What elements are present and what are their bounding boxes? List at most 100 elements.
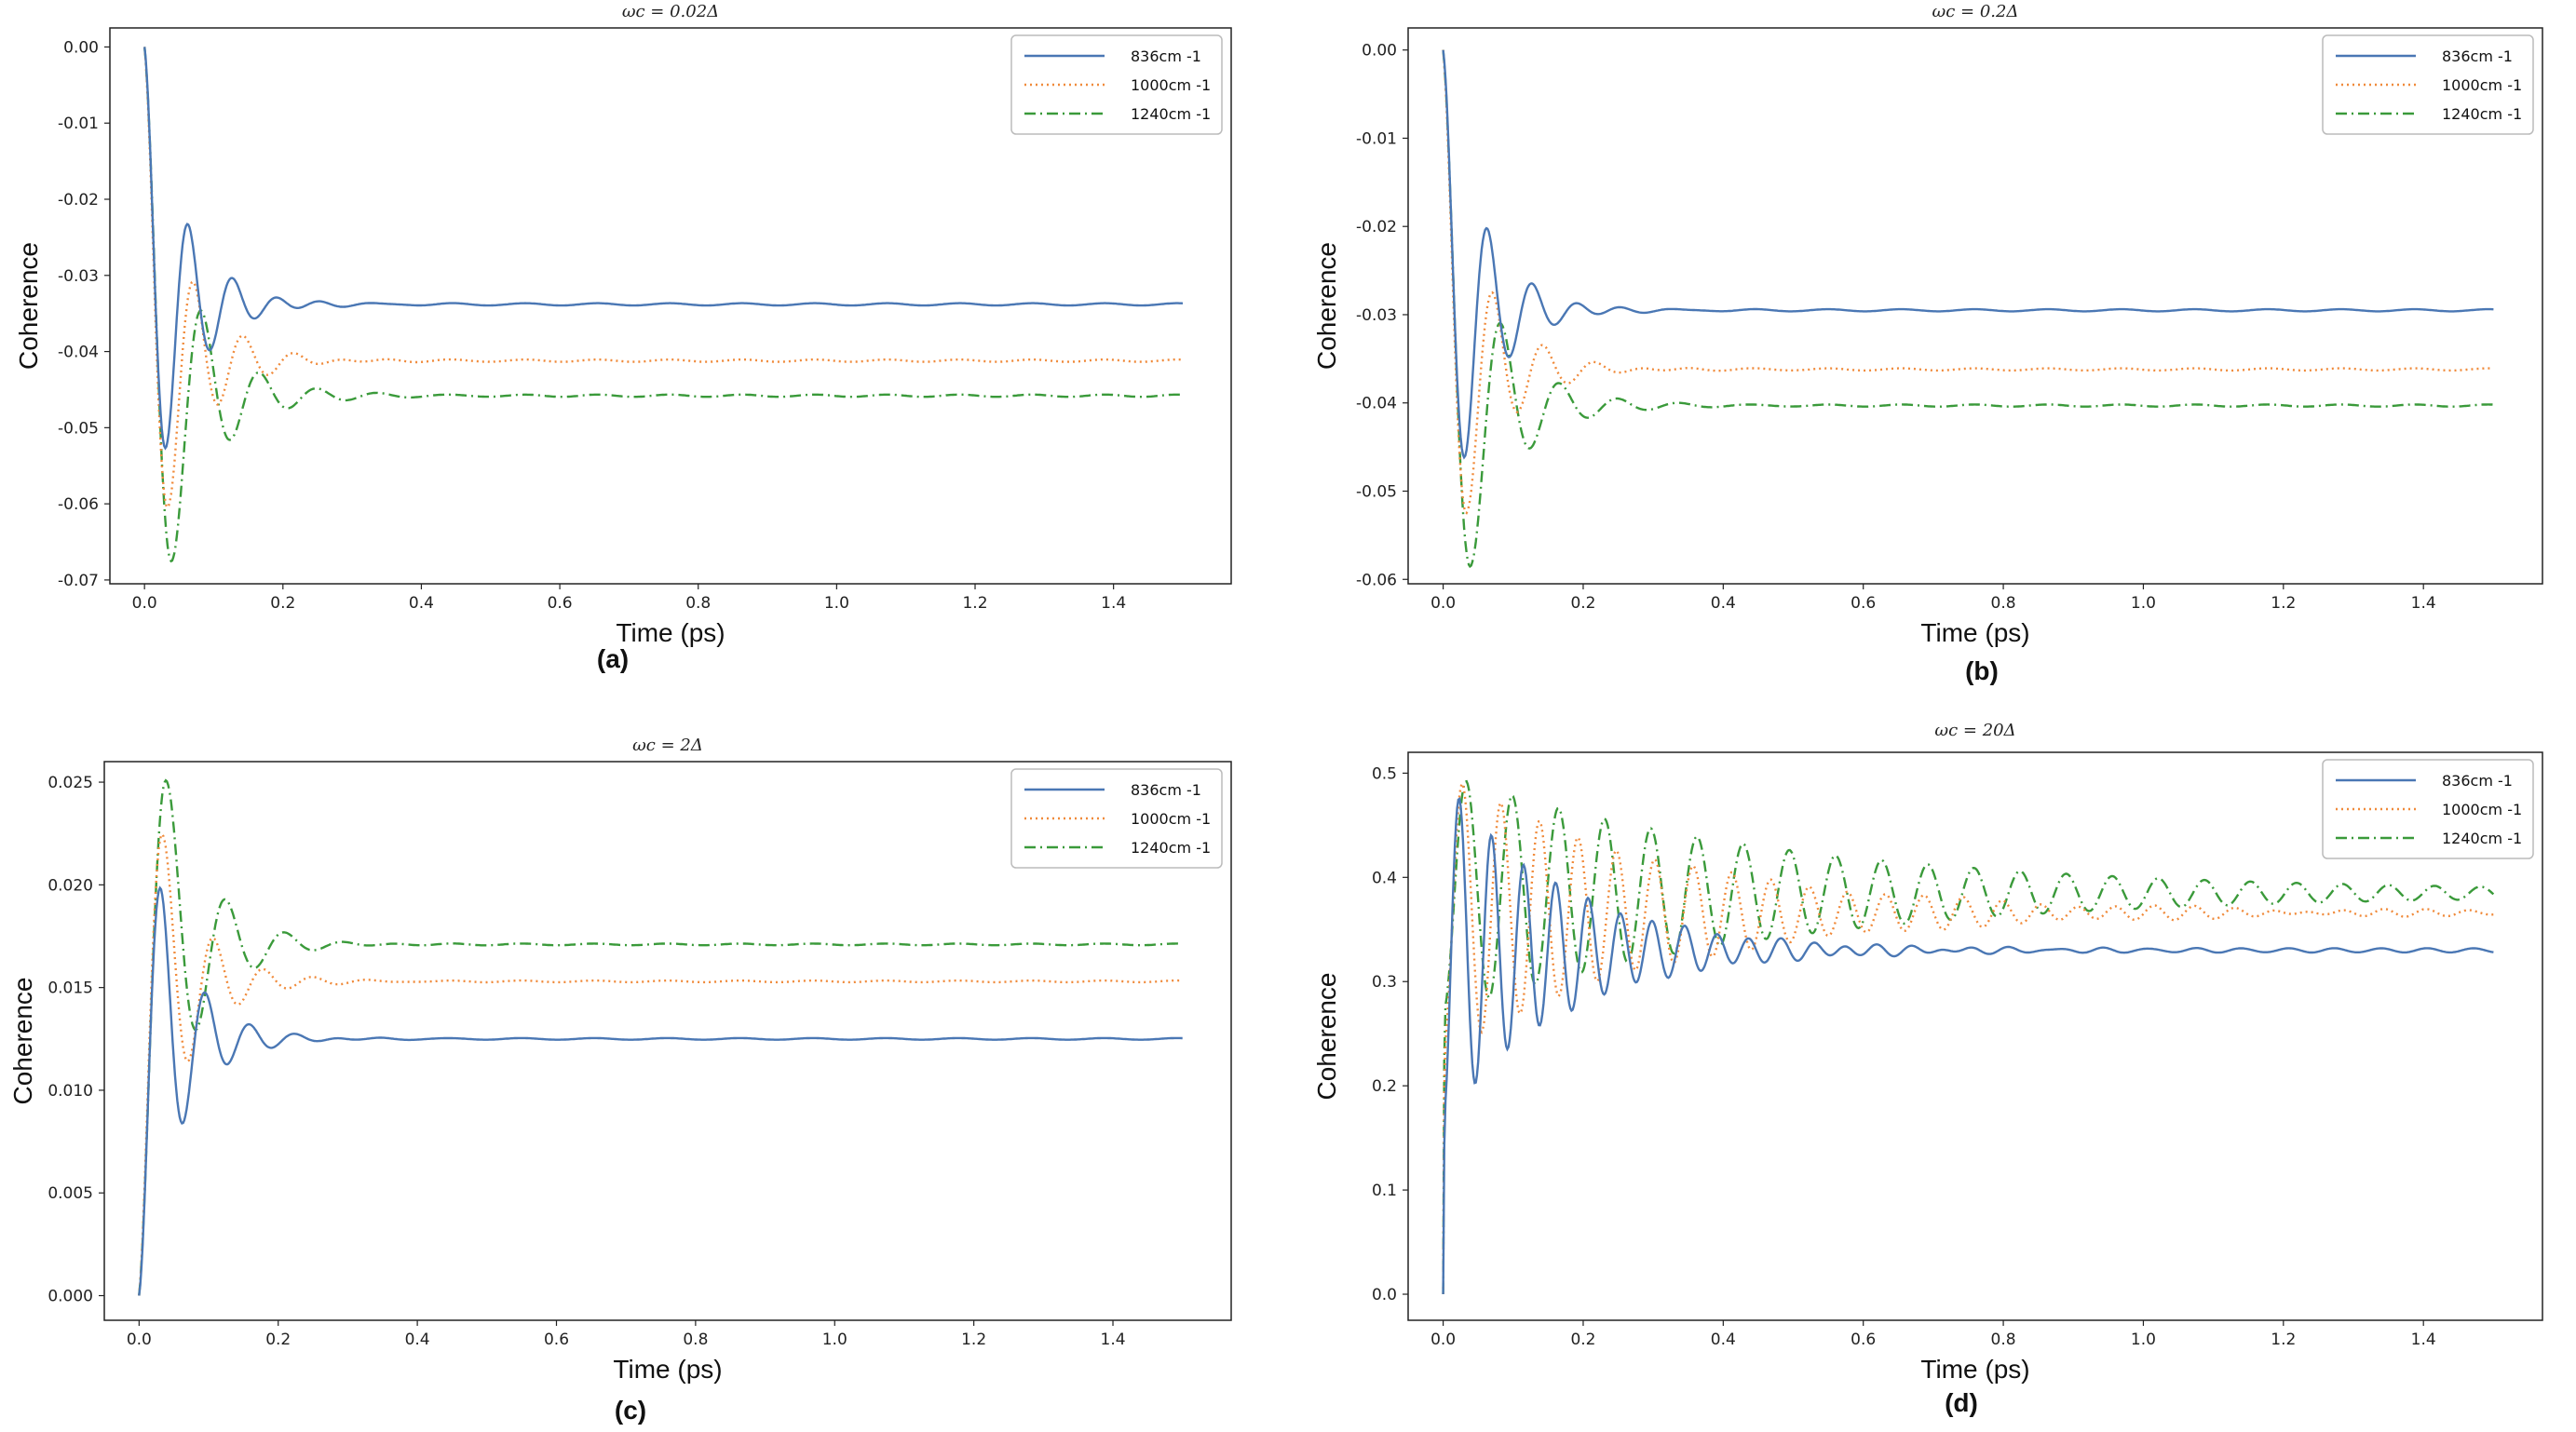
- x-tick-label: 0.8: [683, 1331, 708, 1349]
- x-tick-label: 0.0: [132, 594, 157, 613]
- legend-label: 836cm -1: [1131, 781, 1201, 799]
- x-tick-label: 0.2: [270, 594, 295, 613]
- y-axis-label: Coherence: [8, 978, 37, 1105]
- y-tick-label: -0.04: [58, 344, 99, 362]
- series-line-836cm--1: [143, 47, 1184, 451]
- x-tick-label: 1.4: [2411, 594, 2436, 613]
- x-tick-label: 0.8: [1991, 594, 2016, 613]
- chart-panel-b: ωc = 0.2Δ 0.0 0.2 0.4 0.6 0.8 1.0 1.2 1.4 0.00 -0.…: [1312, 2, 2543, 685]
- y-tick-label: -0.01: [1356, 129, 1397, 148]
- plot-frame: [1407, 27, 2543, 585]
- series-line-1240cm--1: [143, 47, 1183, 563]
- legend-box: [2322, 759, 2534, 859]
- legend-label: 1240cm -1: [1131, 839, 1211, 857]
- x-tick-label: 0.6: [548, 594, 573, 613]
- y-tick-label: 0.3: [1372, 973, 1397, 992]
- x-tick-label: 0.0: [1430, 594, 1456, 613]
- x-tick-label: 1.2: [2271, 1331, 2296, 1349]
- x-tick-label: 1.2: [961, 1331, 986, 1349]
- y-tick-label: 0.025: [47, 774, 93, 792]
- x-tick-label: 1.2: [2271, 594, 2296, 613]
- y-axis-label: Coherence: [1312, 242, 1341, 370]
- x-tick-label: 0.6: [1851, 594, 1876, 613]
- series-line-1240cm--1: [138, 778, 1183, 1296]
- legend-label: 836cm -1: [2442, 772, 2513, 790]
- y-axis-label: Coherence: [1312, 973, 1341, 1101]
- panel-label: (c): [615, 1396, 646, 1425]
- x-tick-label: 0.2: [1570, 1331, 1595, 1349]
- y-tick-label: 0.000: [47, 1288, 93, 1306]
- legend-label: 836cm -1: [2442, 47, 2513, 65]
- panel-label: (b): [1965, 656, 1999, 685]
- y-tick-label: 0.010: [47, 1082, 93, 1101]
- y-tick-label: -0.07: [58, 572, 99, 590]
- y-tick-label: -0.06: [58, 495, 99, 514]
- chart-title: ωc = 20Δ: [1934, 721, 2015, 740]
- y-tick-label: 0.5: [1372, 764, 1397, 783]
- x-tick-label: 0.4: [1711, 594, 1736, 613]
- legend-label: 1240cm -1: [2442, 830, 2522, 847]
- y-tick-label: 0.1: [1372, 1182, 1397, 1200]
- x-tick-label: 0.4: [405, 1331, 430, 1349]
- y-tick-label: 0.015: [47, 979, 93, 998]
- series-line-836cm--1: [1442, 796, 2494, 1295]
- legend-label: 1000cm -1: [2442, 76, 2522, 94]
- plot-frame: [109, 27, 1232, 585]
- x-tick-label: 1.0: [822, 1331, 847, 1349]
- panel-label: (a): [597, 644, 629, 673]
- y-axis-label: Coherence: [14, 242, 43, 370]
- x-tick-label: 1.2: [962, 594, 987, 613]
- panel-label: (d): [1945, 1388, 1978, 1417]
- series-line-1240cm--1: [1442, 779, 2495, 1295]
- x-tick-label: 0.2: [265, 1331, 291, 1349]
- x-tick-label: 1.0: [824, 594, 849, 613]
- x-tick-label: 0.0: [1430, 1331, 1456, 1349]
- x-tick-label: 0.4: [409, 594, 434, 613]
- y-tick-label: 0.0: [1372, 1286, 1397, 1304]
- x-tick-label: 0.6: [544, 1331, 569, 1349]
- chart-title: ωc = 0.2Δ: [1932, 2, 2019, 21]
- legend-label: 1000cm -1: [1131, 810, 1211, 828]
- x-tick-label: 1.0: [2131, 1331, 2156, 1349]
- x-axis-label: Time (ps): [1920, 618, 2029, 647]
- y-tick-label: 0.2: [1372, 1077, 1397, 1096]
- y-tick-label: -0.02: [58, 191, 99, 209]
- series-line-1000cm--1: [138, 831, 1183, 1296]
- chart-title: ωc = 0.02Δ: [622, 2, 719, 21]
- x-axis-label: Time (ps): [613, 1355, 722, 1384]
- y-tick-label: -0.05: [58, 419, 99, 438]
- y-tick-label: -0.06: [1356, 571, 1397, 589]
- plot-frame: [1407, 751, 2543, 1321]
- series-line-1240cm--1: [1442, 49, 2494, 569]
- legend-box: [1010, 768, 1223, 869]
- y-tick-label: 0.4: [1372, 869, 1397, 887]
- y-tick-label: 0.00: [1362, 42, 1397, 61]
- chart-panel-a: ωc = 0.02Δ 0.0 0.2 0.4 0.6 0.8 1.0 1.2 1.4 0.00 -0…: [14, 2, 1232, 673]
- x-tick-label: 1.4: [2411, 1331, 2436, 1349]
- legend-box: [1010, 34, 1223, 135]
- y-tick-label: 0.00: [63, 38, 99, 57]
- y-tick-label: -0.02: [1356, 218, 1397, 236]
- x-tick-label: 0.8: [1991, 1331, 2016, 1349]
- y-tick-label: -0.03: [1356, 306, 1397, 325]
- legend-label: 1000cm -1: [1131, 76, 1211, 94]
- series-line-836cm--1: [1442, 49, 2494, 460]
- chart-panel-d: ωc = 20Δ 0.0 0.2 0.4 0.6 0.8 1.0 1.2 1.4 0.0 0.1 0.…: [1312, 721, 2543, 1417]
- plot-frame: [103, 761, 1232, 1321]
- x-tick-label: 1.4: [1101, 1331, 1126, 1349]
- y-tick-label: -0.03: [58, 267, 99, 286]
- series-line-836cm--1: [138, 885, 1183, 1296]
- y-tick-label: 0.020: [47, 876, 93, 895]
- x-axis-label: Time (ps): [1920, 1355, 2029, 1384]
- series-line-1000cm--1: [143, 47, 1184, 510]
- y-tick-label: -0.04: [1356, 395, 1397, 413]
- y-tick-label: -0.01: [58, 115, 99, 133]
- x-tick-label: 1.4: [1101, 594, 1126, 613]
- x-axis-label: Time (ps): [616, 618, 725, 647]
- y-tick-label: -0.05: [1356, 483, 1397, 502]
- y-tick-label: 0.005: [47, 1184, 93, 1203]
- legend-box: [2322, 34, 2534, 135]
- x-tick-label: 0.4: [1711, 1331, 1736, 1349]
- series-line-1000cm--1: [1442, 781, 2494, 1295]
